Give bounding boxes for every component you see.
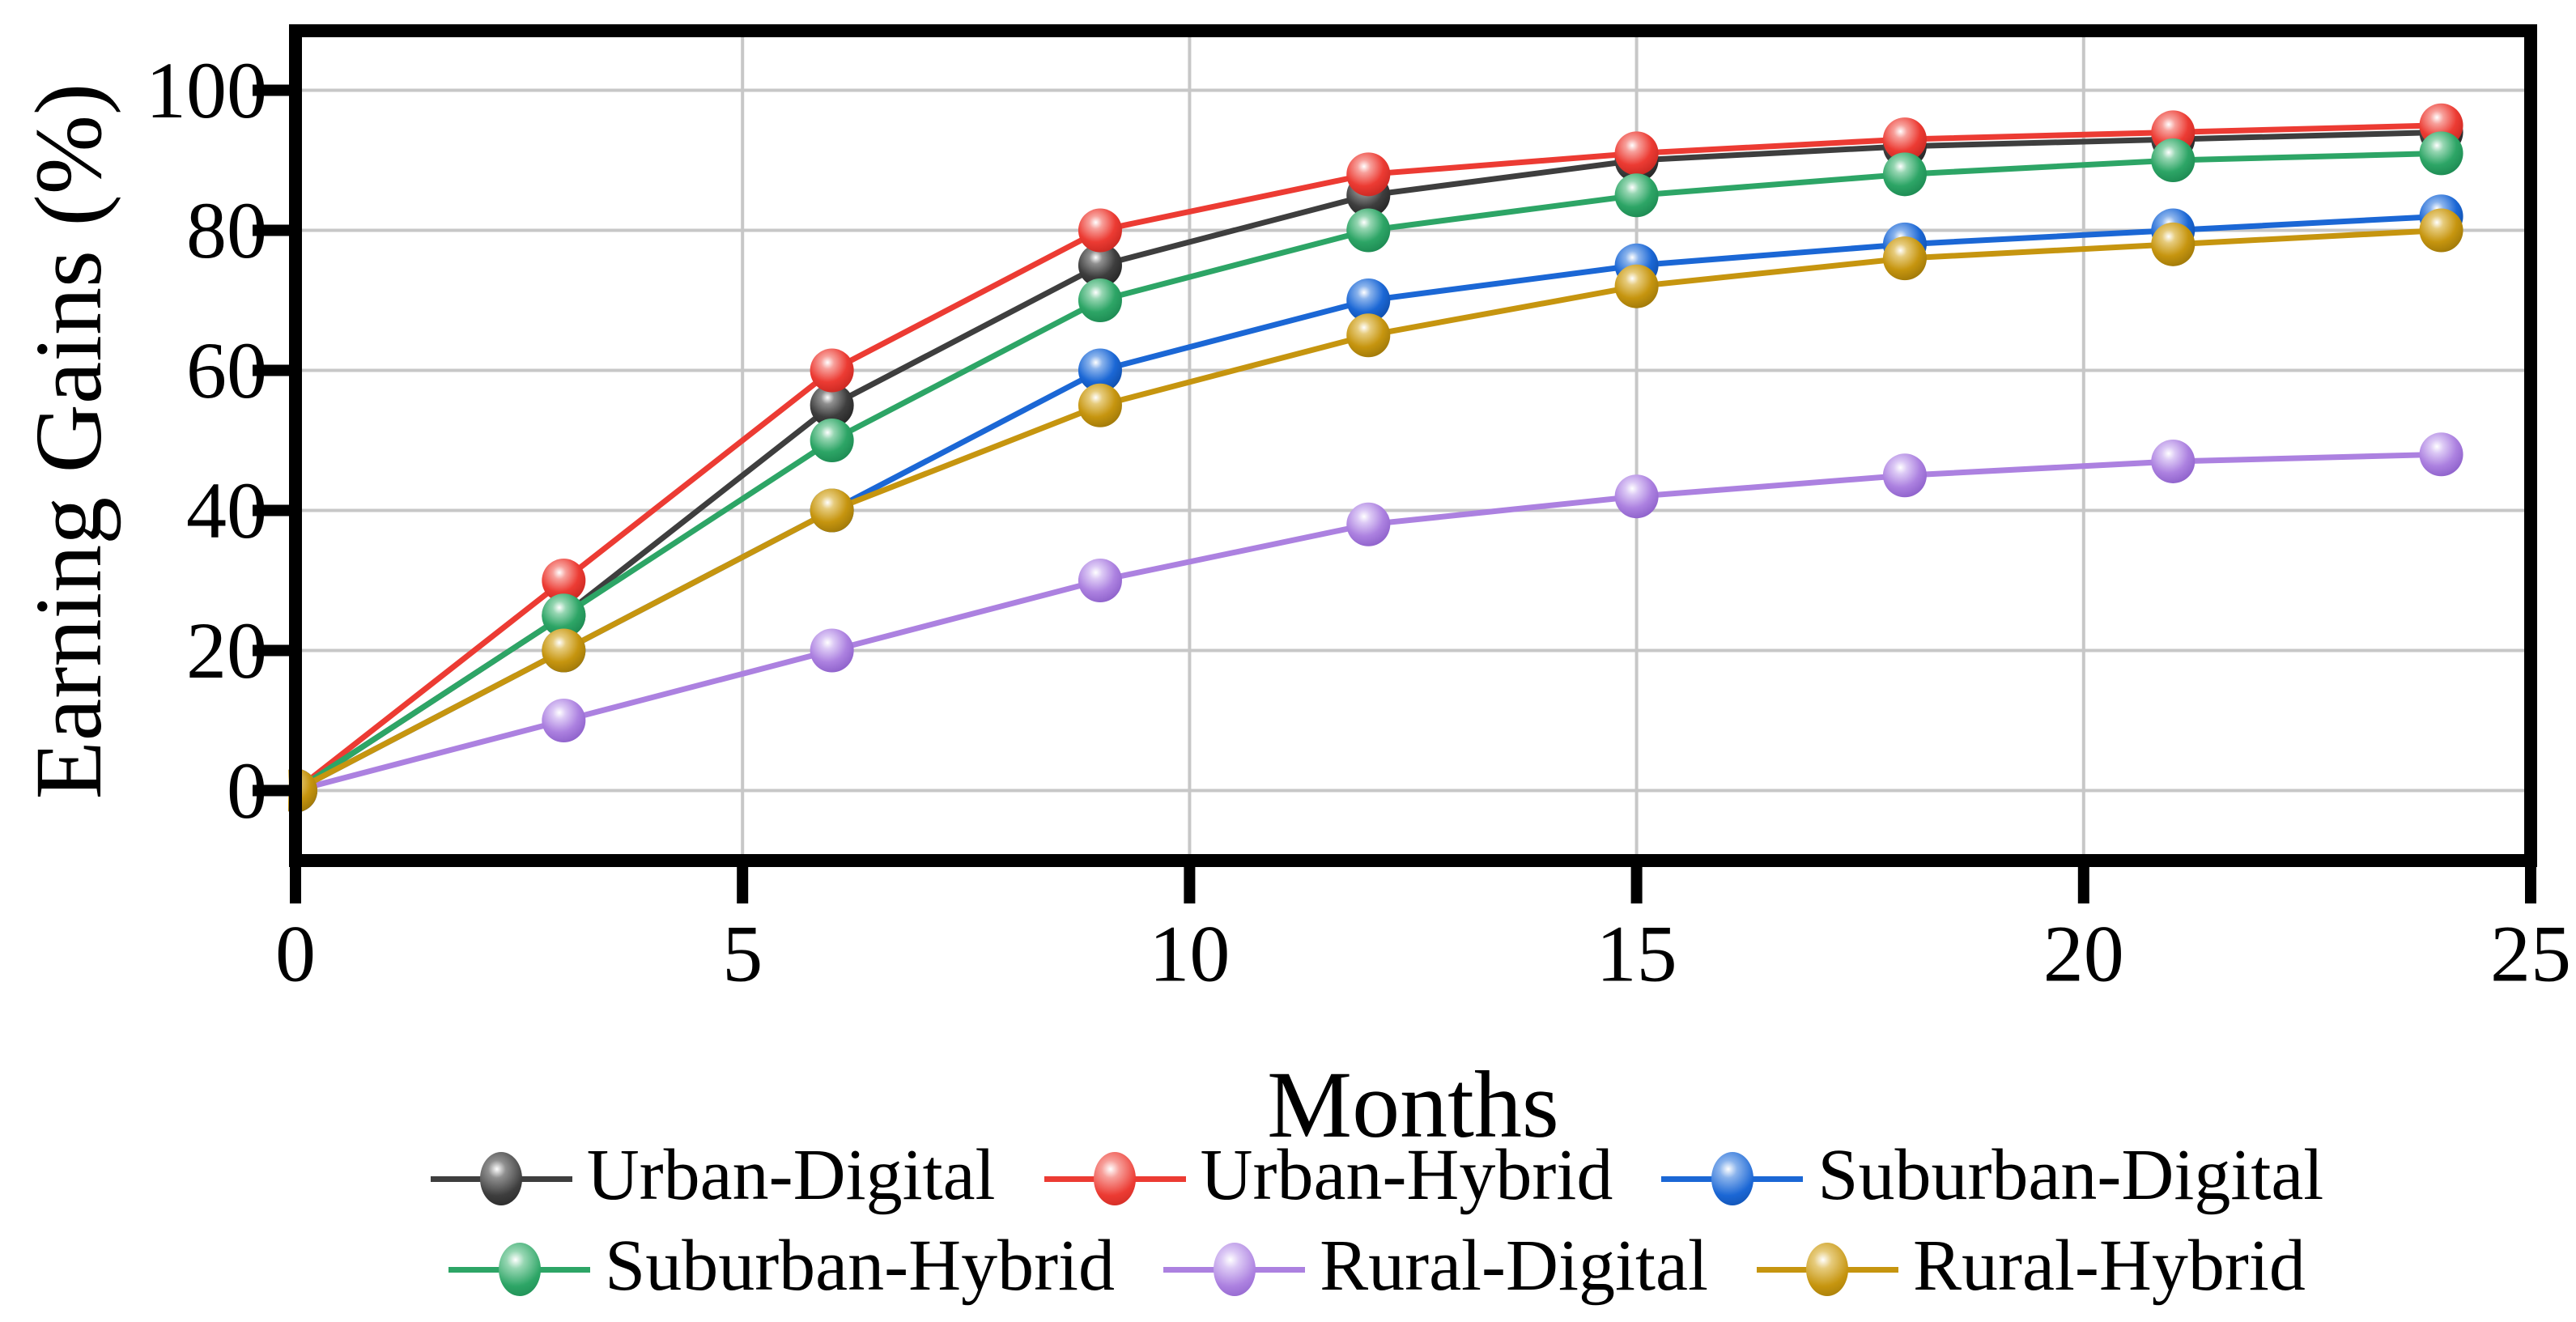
legend-marker-icon — [1711, 1152, 1753, 1205]
legend-marker-icon — [1806, 1243, 1849, 1296]
data-point-rural-hybrid — [542, 628, 586, 673]
data-point-urban-hybrid — [1882, 117, 1927, 162]
data-point-rural-hybrid — [1346, 313, 1391, 358]
data-point-rural-digital — [542, 699, 586, 743]
data-point-suburban-hybrid — [810, 419, 854, 463]
legend-label: Urban-Digital — [586, 1135, 996, 1215]
x-tick-label: 25 — [2490, 909, 2571, 999]
data-point-urban-hybrid — [1614, 131, 1659, 176]
legend-marker-icon — [498, 1243, 541, 1296]
data-point-suburban-hybrid — [2151, 138, 2196, 183]
data-point-rural-hybrid — [1882, 236, 1927, 281]
x-tick-label: 15 — [1596, 909, 1677, 999]
legend-label: Rural-Digital — [1320, 1226, 1708, 1306]
legend-line — [448, 1243, 591, 1296]
legend-item-urban-digital: Urban-Digital — [430, 1135, 996, 1218]
legend-line — [1044, 1152, 1186, 1205]
plot-border — [289, 24, 2537, 867]
data-point-suburban-hybrid — [2419, 131, 2463, 176]
x-tick-label: 5 — [722, 909, 763, 999]
legend: Urban-Digital Urban-Hybrid Suburban-Digita… — [178, 1133, 2576, 1315]
data-point-rural-hybrid — [1614, 264, 1659, 308]
x-tick-label: 0 — [275, 909, 316, 999]
data-point-rural-hybrid — [2151, 222, 2196, 266]
y-tick-label: 20 — [186, 606, 267, 695]
x-axis-title: Months — [1267, 1052, 1559, 1158]
legend-label: Suburban-Digital — [1817, 1135, 2324, 1215]
legend-marker-icon — [1094, 1152, 1137, 1205]
legend-line — [430, 1152, 572, 1205]
data-point-urban-digital — [1078, 243, 1122, 287]
legend-line — [1163, 1243, 1306, 1296]
data-point-rural-digital — [810, 628, 854, 673]
data-point-rural-digital — [1346, 502, 1391, 546]
legend-row: Urban-Digital Urban-Hybrid Suburban-Digita… — [178, 1133, 2576, 1224]
legend-item-suburban-digital: Suburban-Digital — [1661, 1139, 2323, 1218]
legend-item-urban-hybrid: Urban-Hybrid — [1044, 1139, 1613, 1218]
y-tick-label: 0 — [227, 746, 267, 835]
y-tick-label: 40 — [186, 465, 267, 555]
data-point-rural-digital — [2151, 439, 2196, 483]
data-point-rural-hybrid — [1078, 383, 1122, 427]
y-tick-label: 80 — [186, 185, 267, 275]
data-point-rural-digital — [2419, 432, 2463, 477]
data-point-suburban-digital — [1346, 278, 1391, 323]
legend-line — [1756, 1243, 1898, 1296]
legend-row: Suburban-Hybrid Rural-Digital Rural-Hybrid — [178, 1224, 2576, 1315]
data-point-suburban-hybrid — [1614, 173, 1659, 218]
y-tick-label: 60 — [186, 325, 267, 415]
data-point-urban-hybrid — [810, 348, 854, 393]
legend-label: Urban-Hybrid — [1200, 1135, 1613, 1215]
data-point-rural-hybrid — [2419, 208, 2463, 253]
data-point-rural-digital — [1882, 453, 1927, 498]
y-axis-title: Earning Gains (%) — [15, 83, 121, 800]
y-tick-label: 100 — [146, 45, 267, 135]
data-point-urban-hybrid — [1346, 152, 1391, 197]
legend-line — [1661, 1152, 1804, 1205]
data-point-rural-digital — [1078, 559, 1122, 603]
legend-label: Rural-Hybrid — [1912, 1226, 2306, 1306]
x-tick-label: 20 — [2043, 909, 2124, 999]
legend-item-rural-hybrid: Rural-Hybrid — [1756, 1226, 2306, 1309]
data-point-urban-hybrid — [542, 559, 586, 603]
legend-label: Suburban-Hybrid — [605, 1226, 1116, 1306]
legend-item-rural-digital: Rural-Digital — [1163, 1230, 1708, 1309]
data-point-urban-digital — [810, 383, 854, 427]
legend-marker-icon — [1213, 1243, 1256, 1296]
data-point-urban-hybrid — [1078, 208, 1122, 253]
data-point-suburban-hybrid — [1078, 278, 1122, 323]
x-tick-label: 10 — [1149, 909, 1230, 999]
legend-item-suburban-hybrid: Suburban-Hybrid — [448, 1230, 1115, 1309]
data-point-rural-hybrid — [810, 488, 854, 533]
plot-area — [288, 103, 2463, 813]
data-point-suburban-digital — [1078, 348, 1122, 393]
data-point-suburban-hybrid — [542, 593, 586, 638]
data-point-suburban-hybrid — [1882, 152, 1927, 197]
data-point-suburban-hybrid — [1346, 208, 1391, 253]
data-point-rural-digital — [1614, 474, 1659, 519]
legend-marker-icon — [480, 1152, 523, 1205]
